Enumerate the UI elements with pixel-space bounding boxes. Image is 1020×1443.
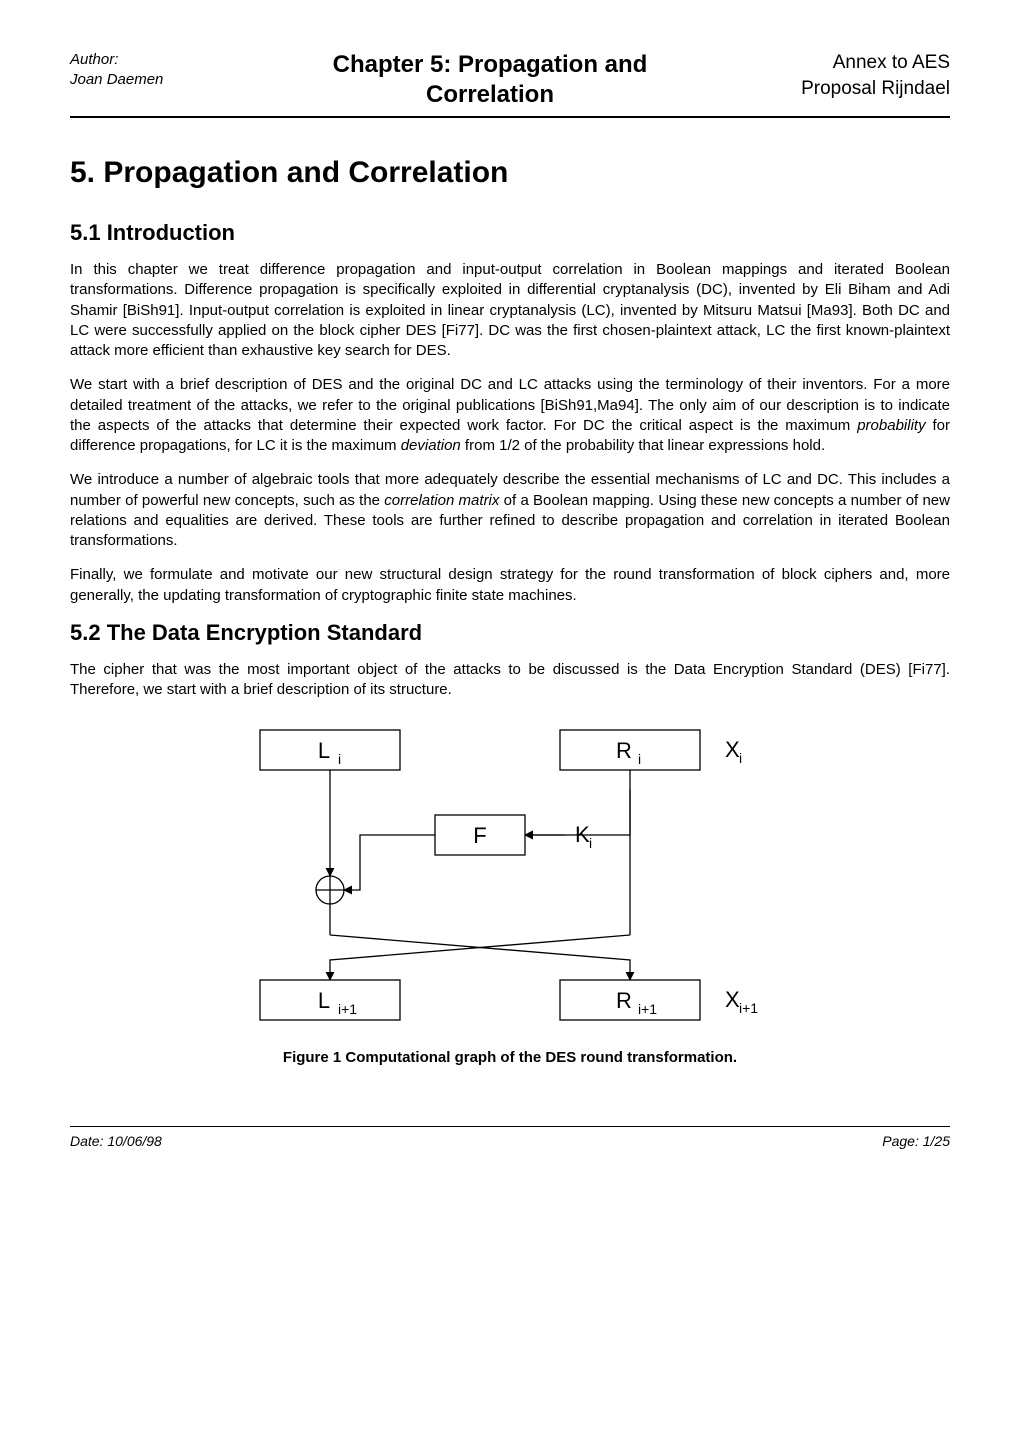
footer-date: Date: 10/06/98 [70, 1133, 162, 1149]
page-footer: Date: 10/06/98 Page: 1/25 [70, 1126, 950, 1149]
para-intro-2c: from 1/2 of the probability that linear … [461, 437, 825, 454]
svg-text:R: R [616, 988, 632, 1013]
svg-text:X: X [725, 987, 740, 1012]
svg-text:i+1: i+1 [638, 1001, 657, 1017]
header-annex-block: Annex to AES Proposal Rijndael [730, 50, 950, 101]
svg-text:i+1: i+1 [338, 1001, 357, 1017]
para-intro-1: In this chapter we treat difference prop… [70, 260, 950, 361]
para-des: The cipher that was the most important o… [70, 660, 950, 701]
page-header: Author: Joan Daemen Chapter 5: Propagati… [70, 50, 950, 118]
heading-2-introduction: 5.1 Introduction [70, 220, 950, 246]
svg-text:i: i [338, 751, 341, 767]
para-intro-2-probability: probability [857, 417, 925, 434]
svg-text:i: i [638, 751, 641, 767]
header-chapter-title: Chapter 5: Propagation and Correlation [250, 50, 730, 110]
svg-text:i+1: i+1 [739, 1000, 758, 1016]
svg-text:X: X [725, 737, 740, 762]
para-intro-2-deviation: deviation [401, 437, 461, 454]
para-intro-3-correlation-matrix: correlation matrix [384, 492, 499, 509]
para-intro-3: We introduce a number of algebraic tools… [70, 470, 950, 551]
figure-des-round: LiRiFLi+1Ri+1XiKiXi+1 [70, 720, 950, 1035]
heading-1: 5. Propagation and Correlation [70, 156, 950, 190]
svg-text:K: K [575, 822, 590, 847]
heading-2-des: 5.2 The Data Encryption Standard [70, 620, 950, 646]
annex-line2: Proposal Rijndael [730, 76, 950, 102]
para-intro-2: We start with a brief description of DES… [70, 375, 950, 456]
header-author-block: Author: Joan Daemen [70, 50, 250, 91]
svg-text:F: F [473, 823, 486, 848]
chapter-title-line1: Chapter 5: Propagation and [250, 50, 730, 80]
svg-text:R: R [616, 738, 632, 763]
annex-line1: Annex to AES [730, 50, 950, 76]
svg-text:L: L [318, 988, 330, 1013]
author-label: Author: [70, 50, 250, 70]
footer-page: Page: 1/25 [882, 1133, 950, 1149]
para-intro-2a: We start with a brief description of DES… [70, 376, 950, 434]
svg-text:i: i [739, 750, 742, 766]
figure-caption: Figure 1 Computational graph of the DES … [70, 1049, 950, 1066]
svg-text:L: L [318, 738, 330, 763]
chapter-title-line2: Correlation [250, 80, 730, 110]
des-round-diagram: LiRiFLi+1Ri+1XiKiXi+1 [230, 720, 790, 1030]
author-name: Joan Daemen [70, 70, 250, 90]
para-intro-4: Finally, we formulate and motivate our n… [70, 565, 950, 606]
svg-text:i: i [589, 835, 592, 851]
